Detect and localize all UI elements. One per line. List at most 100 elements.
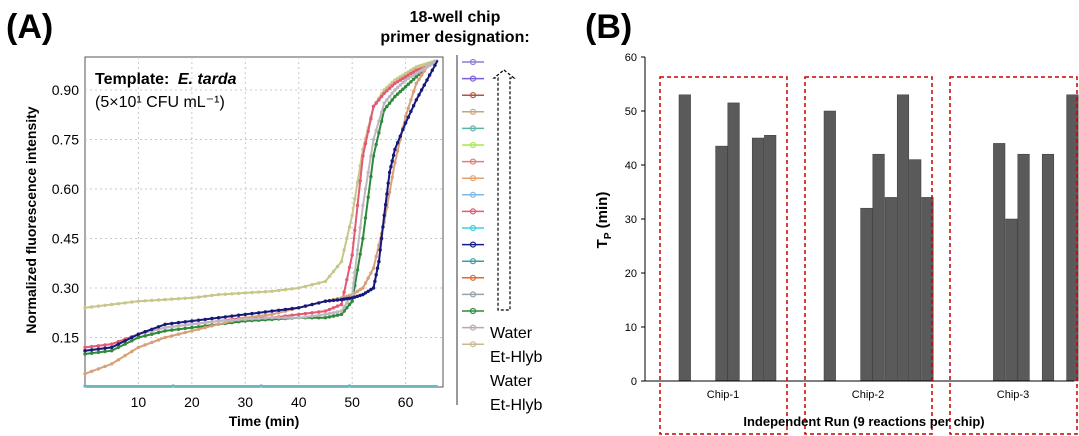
series-marker (382, 88, 386, 92)
panel-b-bar-chart: 0 10 20 30 40 50 60 Chip-1 Chip-2 Chip-3 TP (min… (594, 52, 1079, 435)
legend-a (462, 58, 484, 348)
series-marker (270, 289, 274, 293)
series-marker (379, 110, 384, 115)
series-marker (347, 265, 352, 270)
series-marker (331, 269, 336, 274)
series-marker (422, 66, 426, 71)
series-marker (409, 109, 413, 114)
series-marker (216, 322, 221, 326)
series-marker (355, 248, 360, 252)
bar (678, 94, 691, 382)
series-marker (347, 296, 352, 300)
series-marker (411, 104, 416, 108)
series-marker (90, 369, 94, 373)
series-marker (163, 297, 167, 302)
series-marker (263, 316, 267, 320)
series-marker (339, 259, 344, 264)
series-marker (323, 312, 328, 317)
series-marker (363, 141, 368, 146)
series-marker (331, 298, 336, 303)
series-marker (335, 313, 340, 317)
series-marker (136, 345, 141, 350)
series-marker (310, 302, 314, 307)
series-marker (317, 310, 321, 314)
series-marker (339, 312, 344, 317)
series-marker (347, 302, 352, 307)
series-marker (422, 83, 426, 87)
series-marker (203, 317, 207, 322)
series-marker (156, 338, 161, 342)
series-marker (353, 197, 357, 201)
bar (884, 197, 897, 382)
series-marker (196, 318, 201, 322)
template-label: Template: (95, 71, 169, 88)
series-marker (116, 302, 121, 306)
series-marker (83, 345, 87, 350)
series-marker (398, 83, 402, 87)
series-marker (331, 311, 336, 315)
template-concentration: (5×10¹ CFU mL⁻¹) (95, 94, 225, 111)
series-marker (342, 305, 346, 309)
series-marker (387, 101, 392, 105)
series-marker (419, 73, 424, 77)
series-marker (277, 316, 281, 320)
y-tick-label-a: 0.15 (52, 330, 79, 346)
series-marker (331, 306, 336, 310)
series-marker (190, 322, 194, 326)
series-marker (393, 160, 397, 165)
bar (727, 102, 740, 382)
series-marker (401, 80, 405, 85)
y-tick-label-a: 0.45 (52, 231, 79, 247)
bar (1005, 218, 1018, 382)
series-marker (136, 299, 141, 303)
series-marker (422, 62, 426, 67)
series-marker (390, 80, 394, 85)
series-marker (379, 119, 384, 124)
legend-swatch-marker (469, 75, 477, 82)
series-marker (409, 71, 413, 76)
series-marker (323, 309, 328, 313)
series-marker (110, 362, 114, 366)
series-marker (103, 343, 107, 347)
series-marker (353, 295, 357, 299)
series-marker (83, 352, 87, 356)
series-marker (216, 292, 221, 297)
series-marker (150, 340, 154, 345)
series-marker (361, 154, 365, 158)
series-marker (347, 384, 352, 388)
legend-title-line1: 18-well chip (410, 9, 501, 26)
legend-swatch-marker (469, 175, 477, 182)
series-marker (96, 367, 101, 371)
series-marker (297, 306, 301, 310)
bar (764, 135, 777, 382)
series-marker (290, 306, 294, 311)
chip-label: Chip-1 (707, 389, 739, 401)
series-marker (430, 68, 434, 72)
series-marker (345, 236, 349, 241)
legend-label-water-1: Water (490, 325, 533, 342)
series-marker (96, 350, 101, 355)
series-marker (366, 129, 370, 133)
series-marker (411, 73, 416, 77)
series-marker (403, 71, 408, 76)
series-marker (150, 298, 154, 303)
series-marker (371, 137, 376, 142)
series-marker (143, 299, 147, 303)
bar (993, 143, 1006, 382)
series-marker (223, 315, 227, 319)
series-marker (310, 314, 314, 318)
legend-swatch-marker (469, 274, 477, 281)
arrow-shape (492, 69, 516, 311)
series-marker (270, 312, 274, 317)
series-marker (353, 228, 357, 232)
series-marker (385, 98, 389, 102)
series-marker (403, 85, 408, 89)
series-marker (116, 358, 121, 362)
series-marker (210, 293, 214, 298)
series-marker (290, 316, 294, 320)
series-marker (130, 339, 134, 343)
series-marker (90, 305, 94, 309)
series-marker (83, 384, 87, 388)
series-marker (303, 315, 308, 319)
series-marker (190, 296, 194, 300)
